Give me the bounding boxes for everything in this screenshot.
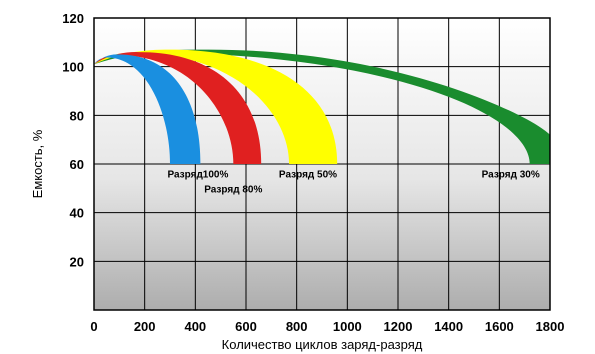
y-tick-label: 100	[62, 60, 84, 75]
y-tick-label: 40	[70, 206, 84, 221]
series-annotation: Разряд 80%	[204, 184, 262, 195]
x-tick-label: 1000	[333, 319, 362, 334]
series-annotation: Разряд100%	[167, 170, 228, 181]
x-tick-label: 200	[134, 319, 156, 334]
x-tick-label: 1200	[384, 319, 413, 334]
y-tick-label: 60	[70, 157, 84, 172]
y-tick-label: 80	[70, 108, 84, 123]
series-80-band	[94, 51, 262, 164]
y-tick-label: 120	[62, 11, 84, 26]
series-group	[94, 49, 550, 165]
series-annotation: Разряд 30%	[482, 170, 540, 181]
x-tick-label: 800	[286, 319, 308, 334]
x-axis-label: Количество циклов заряд-разряд	[222, 337, 423, 352]
plot-border	[93, 17, 551, 311]
x-tick-label: 1400	[434, 319, 463, 334]
x-tick-label: 600	[235, 319, 257, 334]
y-tick-label: 20	[70, 254, 84, 269]
series-50-band	[94, 49, 338, 165]
x-tick-label: 1600	[485, 319, 514, 334]
x-tick-label: 400	[184, 319, 206, 334]
y-axis-label: Емкость, %	[30, 129, 45, 198]
x-tick-label: 0	[90, 319, 97, 334]
series-100-band	[94, 54, 201, 164]
series-annotation: Разряд 50%	[279, 170, 337, 181]
x-tick-label: 1800	[536, 319, 565, 334]
